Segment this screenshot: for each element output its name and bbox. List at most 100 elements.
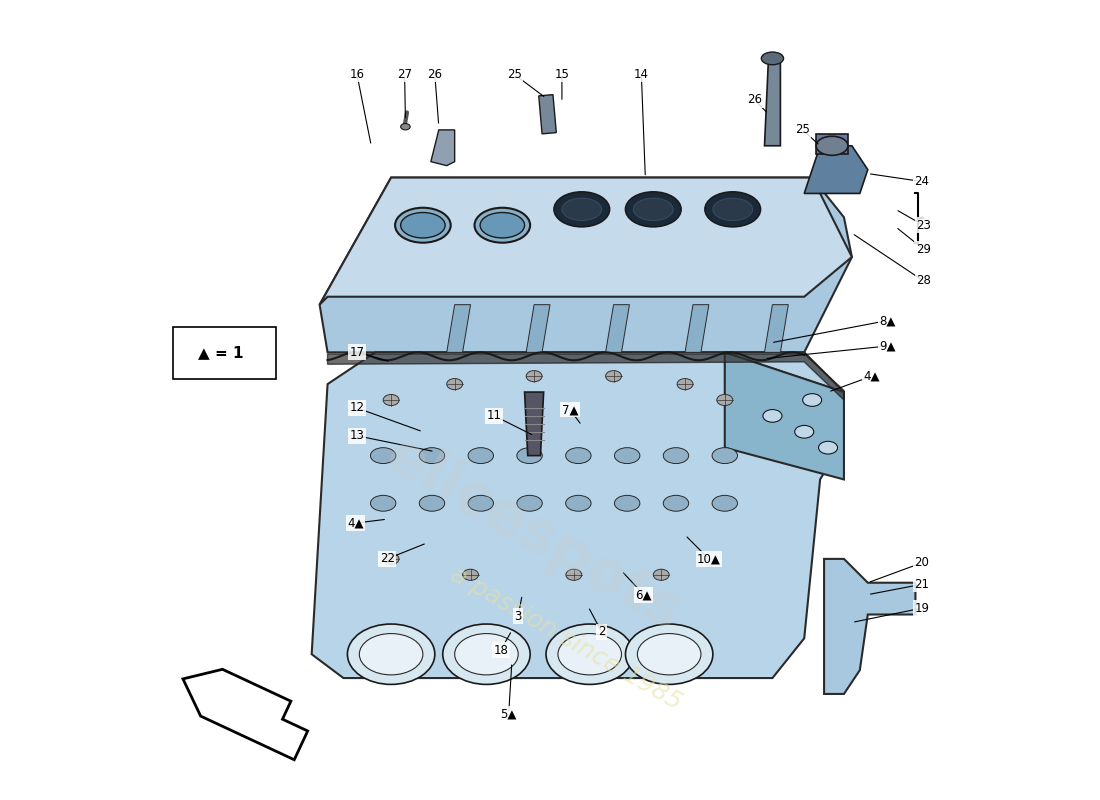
Bar: [816, 134, 848, 154]
Polygon shape: [526, 305, 550, 352]
Polygon shape: [328, 354, 844, 400]
Text: 26: 26: [747, 93, 761, 106]
Ellipse shape: [526, 370, 542, 382]
Ellipse shape: [637, 634, 701, 675]
Polygon shape: [764, 58, 780, 146]
FancyBboxPatch shape: [173, 327, 276, 378]
Ellipse shape: [419, 495, 444, 511]
Polygon shape: [183, 670, 308, 760]
Text: 5▲: 5▲: [500, 707, 517, 720]
Text: 6▲: 6▲: [636, 588, 652, 601]
Ellipse shape: [816, 136, 848, 155]
Ellipse shape: [517, 495, 542, 511]
Text: 8▲: 8▲: [880, 314, 895, 327]
Ellipse shape: [763, 410, 782, 422]
Ellipse shape: [794, 426, 814, 438]
Ellipse shape: [383, 394, 399, 406]
Ellipse shape: [663, 495, 689, 511]
Ellipse shape: [653, 570, 669, 580]
Text: 7▲: 7▲: [562, 403, 579, 416]
Bar: [539, 94, 557, 134]
Text: elicespots: elicespots: [375, 427, 693, 643]
Text: 2: 2: [598, 626, 605, 638]
Ellipse shape: [554, 192, 609, 227]
Text: 26: 26: [427, 68, 442, 81]
Ellipse shape: [565, 448, 591, 463]
Text: 25: 25: [507, 68, 521, 81]
Polygon shape: [685, 305, 708, 352]
Ellipse shape: [371, 495, 396, 511]
Ellipse shape: [517, 448, 542, 463]
Text: 27: 27: [397, 68, 412, 81]
Text: 11: 11: [487, 410, 502, 422]
Ellipse shape: [626, 192, 681, 227]
Text: 4▲: 4▲: [864, 370, 880, 382]
Ellipse shape: [419, 448, 444, 463]
Text: 10▲: 10▲: [697, 552, 720, 566]
Polygon shape: [804, 146, 868, 194]
Ellipse shape: [803, 394, 822, 406]
Ellipse shape: [705, 192, 760, 227]
Polygon shape: [311, 352, 844, 678]
Ellipse shape: [371, 448, 396, 463]
Ellipse shape: [565, 495, 591, 511]
Text: a passion since 1985: a passion since 1985: [446, 562, 686, 714]
Ellipse shape: [442, 624, 530, 685]
Text: 14: 14: [634, 68, 649, 81]
Text: 23: 23: [916, 218, 931, 232]
Text: 21: 21: [914, 578, 929, 591]
Ellipse shape: [678, 378, 693, 390]
Ellipse shape: [761, 52, 783, 65]
Polygon shape: [320, 178, 851, 352]
Polygon shape: [431, 130, 454, 166]
Polygon shape: [606, 305, 629, 352]
Ellipse shape: [713, 198, 752, 221]
Text: 20: 20: [914, 556, 929, 570]
Polygon shape: [447, 305, 471, 352]
Ellipse shape: [469, 448, 494, 463]
Text: 17: 17: [350, 346, 364, 359]
Polygon shape: [824, 559, 915, 694]
Ellipse shape: [712, 495, 737, 511]
Ellipse shape: [717, 394, 733, 406]
Ellipse shape: [818, 442, 837, 454]
Text: 25: 25: [795, 123, 810, 136]
Ellipse shape: [546, 624, 634, 685]
Ellipse shape: [400, 123, 410, 130]
Ellipse shape: [395, 208, 451, 242]
Ellipse shape: [606, 370, 621, 382]
Ellipse shape: [463, 570, 478, 580]
Ellipse shape: [562, 198, 602, 221]
Text: 19: 19: [914, 602, 929, 614]
Text: 4▲: 4▲: [348, 517, 364, 530]
Text: 29: 29: [916, 242, 931, 255]
Polygon shape: [525, 392, 543, 456]
Polygon shape: [320, 178, 851, 305]
Text: 18: 18: [493, 644, 508, 657]
Text: 16: 16: [350, 68, 364, 81]
Ellipse shape: [474, 208, 530, 242]
Ellipse shape: [712, 448, 737, 463]
Text: ▲ = 1: ▲ = 1: [198, 345, 243, 360]
Ellipse shape: [447, 378, 463, 390]
Ellipse shape: [360, 634, 422, 675]
Polygon shape: [725, 352, 844, 440]
Ellipse shape: [615, 448, 640, 463]
Ellipse shape: [400, 213, 446, 238]
Ellipse shape: [558, 634, 622, 675]
Text: 28: 28: [916, 274, 931, 287]
Polygon shape: [725, 352, 844, 479]
Text: 9▲: 9▲: [879, 339, 895, 353]
Text: 12: 12: [350, 402, 364, 414]
Text: 22: 22: [379, 552, 395, 566]
Ellipse shape: [480, 213, 525, 238]
Ellipse shape: [454, 634, 518, 675]
Text: 24: 24: [914, 175, 929, 188]
Ellipse shape: [626, 624, 713, 685]
Ellipse shape: [634, 198, 673, 221]
Ellipse shape: [383, 554, 399, 565]
Ellipse shape: [615, 495, 640, 511]
Polygon shape: [764, 305, 789, 352]
Ellipse shape: [348, 624, 435, 685]
Text: 3: 3: [515, 610, 521, 622]
